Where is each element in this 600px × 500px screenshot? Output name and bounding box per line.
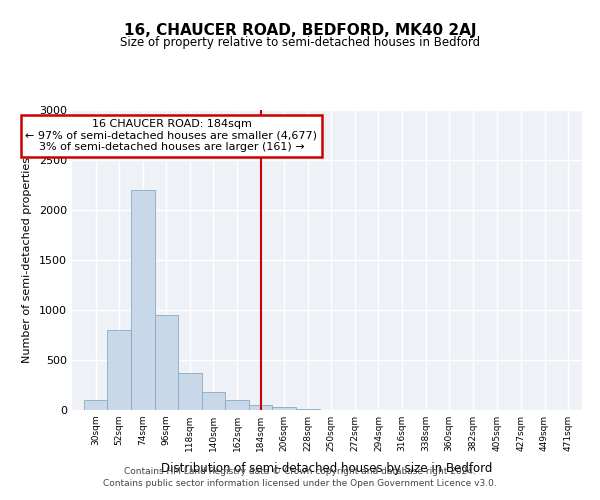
Text: Contains public sector information licensed under the Open Government Licence v3: Contains public sector information licen… — [103, 479, 497, 488]
Bar — [131, 190, 155, 410]
Text: Size of property relative to semi-detached houses in Bedford: Size of property relative to semi-detach… — [120, 36, 480, 49]
Bar — [107, 330, 131, 410]
Text: Contains HM Land Registry data © Crown copyright and database right 2024.: Contains HM Land Registry data © Crown c… — [124, 468, 476, 476]
Y-axis label: Number of semi-detached properties: Number of semi-detached properties — [22, 157, 32, 363]
Text: 16 CHAUCER ROAD: 184sqm
← 97% of semi-detached houses are smaller (4,677)
3% of : 16 CHAUCER ROAD: 184sqm ← 97% of semi-de… — [25, 119, 317, 152]
Bar — [178, 373, 202, 410]
Bar — [249, 405, 272, 410]
Bar — [84, 400, 107, 410]
Bar — [296, 409, 320, 410]
Bar — [272, 407, 296, 410]
Bar — [202, 392, 225, 410]
X-axis label: Distribution of semi-detached houses by size in Bedford: Distribution of semi-detached houses by … — [161, 462, 493, 475]
Bar — [155, 315, 178, 410]
Bar — [225, 400, 249, 410]
Text: 16, CHAUCER ROAD, BEDFORD, MK40 2AJ: 16, CHAUCER ROAD, BEDFORD, MK40 2AJ — [124, 22, 476, 38]
